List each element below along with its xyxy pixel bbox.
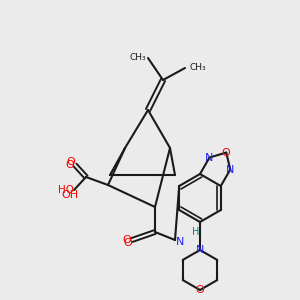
Text: N: N [226,164,235,175]
Text: O: O [123,235,131,245]
Text: O: O [67,157,75,167]
Text: N: N [176,237,184,247]
Text: O: O [124,238,132,248]
Text: CH₃: CH₃ [189,64,206,73]
Text: H: H [192,227,200,237]
Text: O: O [196,285,204,295]
Text: CH₃: CH₃ [129,53,146,62]
Text: O: O [66,160,74,170]
Text: OH: OH [61,190,79,200]
Text: HO: HO [58,185,74,195]
Text: N: N [205,152,214,163]
Text: N: N [196,245,204,255]
Text: O: O [222,148,231,158]
